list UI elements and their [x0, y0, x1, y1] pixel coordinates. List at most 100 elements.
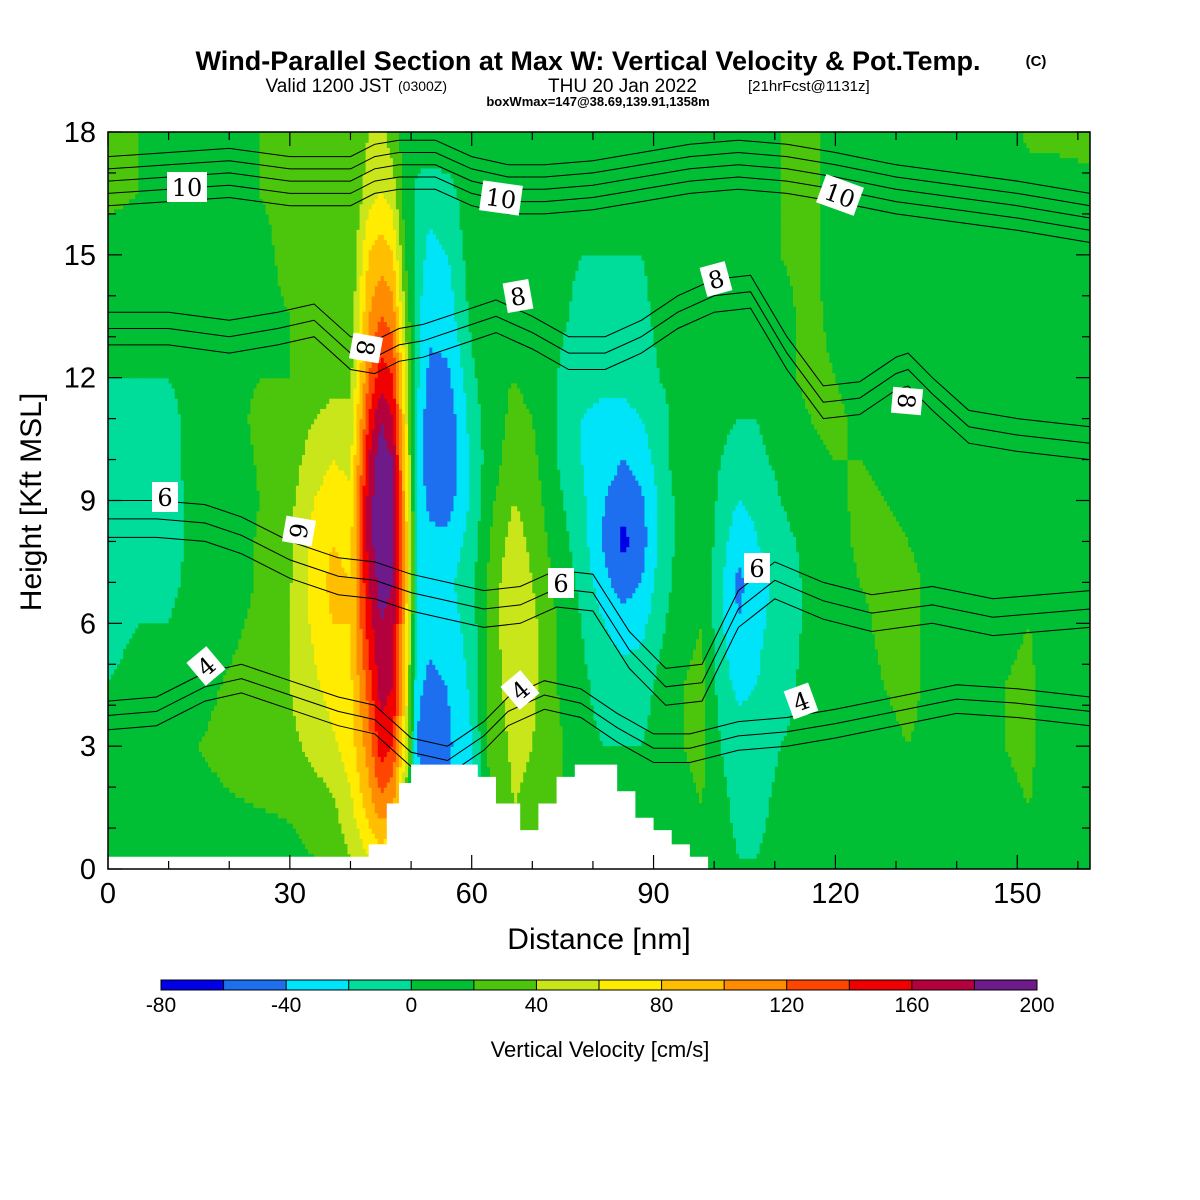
w-cell	[117, 300, 121, 307]
w-cell	[111, 797, 115, 804]
w-cell	[126, 812, 130, 819]
w-cell	[111, 249, 115, 256]
w-cell	[117, 817, 121, 824]
w-cell	[126, 234, 130, 241]
w-cell	[144, 157, 148, 164]
w-cell	[171, 822, 176, 829]
w-cell	[144, 781, 148, 788]
w-cell	[117, 193, 121, 200]
w-cell	[123, 766, 127, 773]
w-cell	[168, 669, 173, 676]
w-cell	[114, 853, 118, 860]
w-cell	[156, 244, 161, 251]
w-cell	[141, 674, 145, 681]
w-cell	[156, 290, 161, 297]
w-cell	[156, 167, 161, 174]
w-cell	[144, 311, 148, 317]
w-cell	[111, 679, 115, 686]
w-cell	[129, 203, 133, 210]
w-cell	[177, 270, 182, 276]
w-cell	[165, 669, 170, 676]
w-cell	[168, 812, 173, 819]
w-cell	[153, 654, 158, 660]
w-cell	[168, 142, 173, 148]
w-cell	[135, 213, 139, 220]
w-cell	[132, 792, 136, 798]
w-cell	[168, 710, 173, 717]
w-cell	[162, 254, 167, 261]
w-cell	[132, 336, 136, 343]
w-cell	[162, 326, 167, 333]
w-cell	[156, 265, 161, 271]
w-cell	[135, 735, 139, 742]
w-cell	[108, 254, 112, 261]
w-cell	[132, 694, 136, 701]
w-cell	[132, 275, 136, 282]
w-cell	[138, 766, 142, 773]
w-cell	[108, 776, 112, 783]
w-cell	[138, 183, 142, 189]
w-cell	[135, 833, 139, 839]
w-cell	[132, 735, 136, 742]
w-cell	[165, 679, 170, 686]
w-cell	[129, 234, 133, 241]
w-cell	[129, 213, 133, 220]
w-cell	[165, 203, 170, 210]
w-cell	[171, 756, 176, 763]
w-cell	[108, 321, 112, 328]
w-cell	[171, 787, 176, 793]
w-cell	[162, 674, 167, 681]
w-cell	[147, 142, 152, 148]
w-cell	[108, 152, 112, 159]
w-cell	[153, 346, 158, 353]
w-cell	[165, 162, 170, 169]
w-cell	[168, 725, 173, 732]
w-cell	[150, 285, 155, 292]
w-cell	[126, 300, 130, 307]
w-cell	[168, 357, 173, 363]
w-cell	[171, 628, 176, 635]
w-cell	[147, 326, 152, 333]
w-cell	[177, 628, 182, 635]
w-cell	[138, 797, 142, 804]
w-cell	[168, 306, 173, 312]
w-cell	[168, 203, 173, 210]
w-cell	[177, 597, 182, 604]
w-cell	[129, 346, 133, 353]
w-cell	[141, 362, 145, 369]
w-cell	[177, 684, 182, 691]
w-cell	[120, 346, 124, 353]
w-cell	[171, 648, 176, 655]
w-cell	[138, 735, 142, 742]
w-cell	[108, 684, 112, 691]
w-cell	[156, 275, 161, 282]
w-cell	[156, 137, 161, 143]
w-cell	[126, 741, 130, 747]
w-cell	[123, 802, 127, 809]
w-cell	[156, 142, 161, 148]
w-cell	[120, 781, 124, 788]
w-cell	[153, 720, 158, 727]
w-cell	[171, 357, 176, 363]
w-cell	[171, 208, 176, 215]
w-cell	[147, 290, 152, 297]
w-cell	[123, 172, 127, 179]
w-cell	[135, 249, 139, 256]
w-cell	[159, 234, 164, 241]
w-cell	[162, 730, 167, 737]
w-cell	[144, 254, 148, 261]
w-cell	[138, 162, 142, 169]
w-cell	[156, 807, 161, 814]
w-cell	[147, 316, 152, 322]
w-cell	[159, 756, 164, 763]
w-cell	[129, 147, 133, 154]
w-cell	[132, 853, 136, 860]
w-cell	[123, 193, 127, 200]
w-cell	[123, 822, 127, 829]
w-cell	[150, 648, 155, 655]
w-cell	[144, 229, 148, 235]
w-cell	[162, 684, 167, 691]
w-cell	[171, 623, 176, 630]
w-cell	[147, 771, 152, 778]
w-cell	[174, 628, 179, 635]
